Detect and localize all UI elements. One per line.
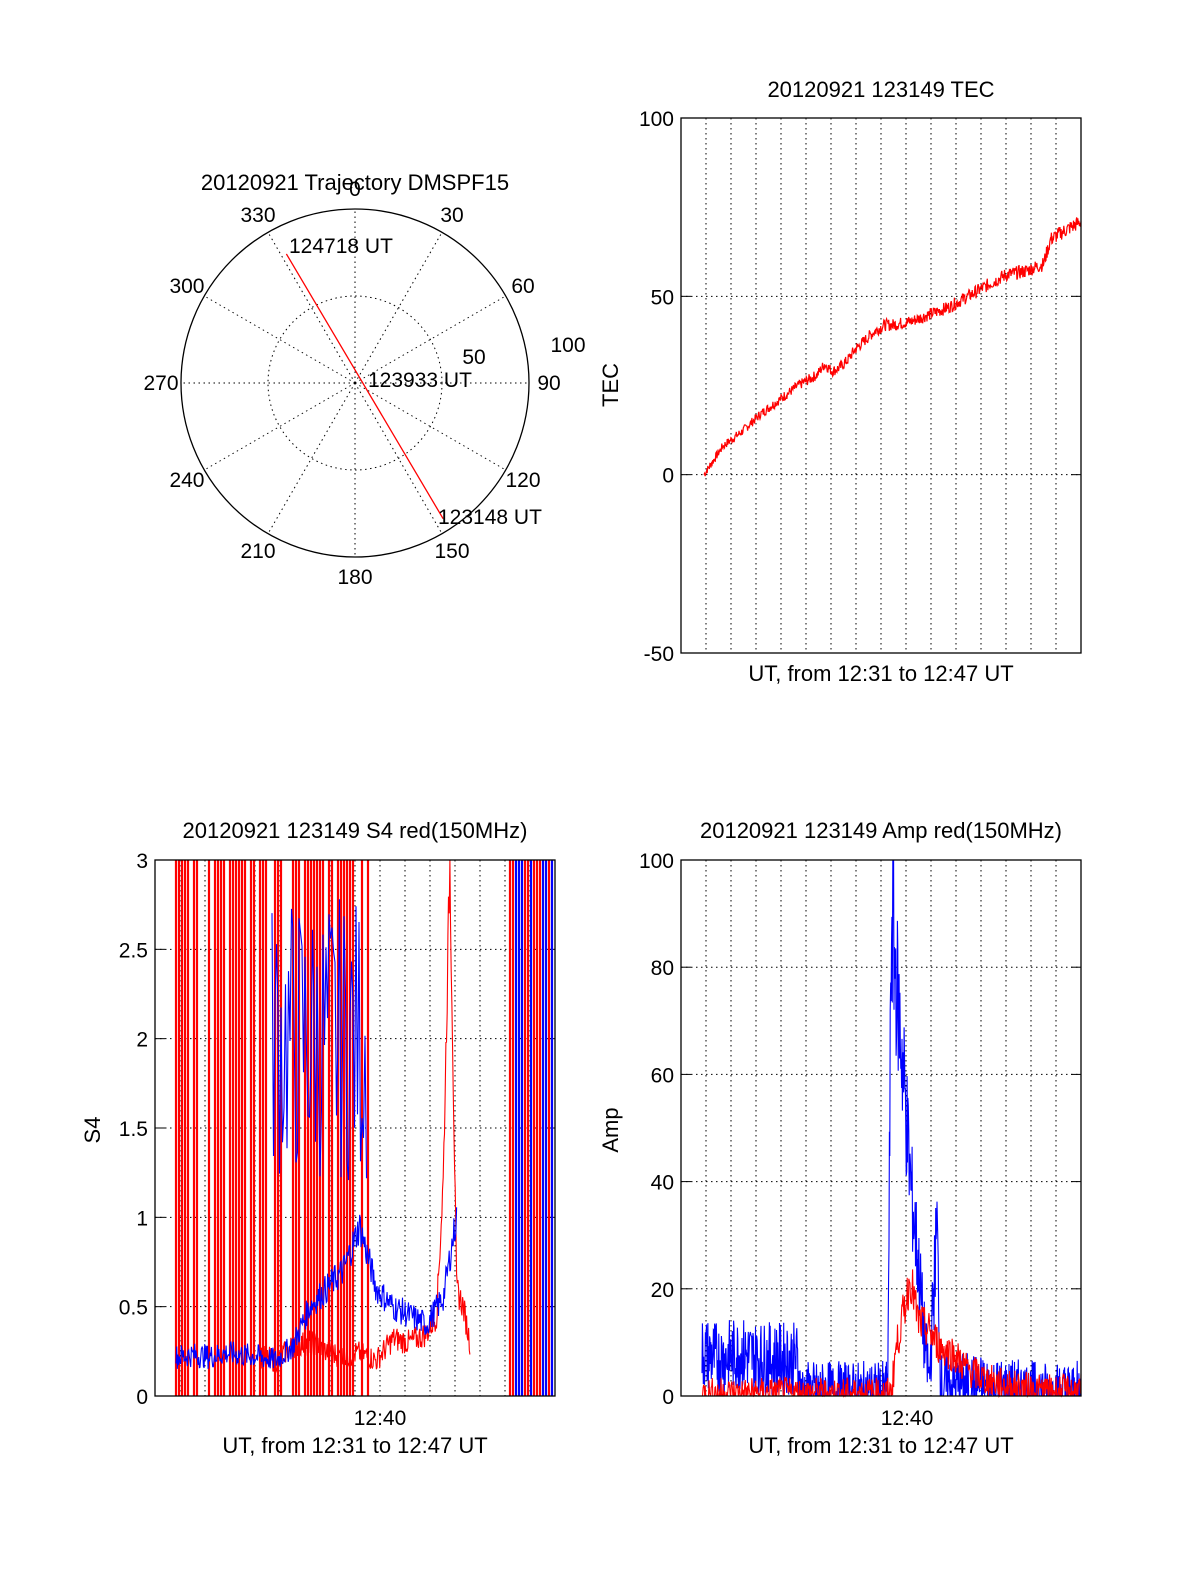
polar-angle-label-330: 330 (240, 204, 275, 227)
tec-panel: 20120921 123149 TEC UT, from 12:31 to 12… (598, 77, 1082, 686)
tec-ytick-label: 0 (662, 465, 674, 488)
polar-inner-circle (267, 295, 443, 471)
polar-angle-label-270: 270 (143, 372, 178, 395)
s4-blue-cluster (271, 899, 368, 1181)
polar-angle-label-150: 150 (434, 540, 469, 563)
polar-spoke-210 (267, 382, 356, 534)
polar-spoke-300 (204, 295, 356, 384)
polar-annotation-start: 123148 UT (438, 506, 542, 529)
s4-xlabel: UT, from 12:31 to 12:47 UT (222, 1433, 487, 1458)
amp-ytick-label: 100 (639, 850, 674, 873)
polar-angle-label-0: 0 (349, 178, 361, 201)
polar-spoke-30 (354, 232, 443, 384)
amp-xlabel: UT, from 12:31 to 12:47 UT (748, 1433, 1013, 1458)
amp-gridlines (681, 860, 1081, 1396)
s4-ytick-label: 2.5 (119, 939, 148, 962)
polar-angle-label-180: 180 (337, 566, 372, 589)
s4-yticks: 0 0.5 1 1.5 2 2.5 3 (119, 850, 555, 1409)
s4-panel: 20120921 123149 S4 red(150MHz) UT, from … (80, 818, 556, 1458)
amp-title: 20120921 123149 Amp red(150MHz) (700, 818, 1062, 843)
polar-spokes (181, 209, 529, 557)
amp-panel: 20120921 123149 Amp red(150MHz) UT, from… (598, 818, 1082, 1458)
amp-plot-frame (680, 859, 1082, 1397)
s4-red-noise-bands (174, 860, 554, 1396)
s4-ytick-label: 3 (136, 850, 148, 873)
amp-yticks: 0 20 40 60 80 100 (639, 850, 1081, 1409)
tec-plot-frame (680, 117, 1082, 654)
polar-annotation-mid: 123933 UT (368, 369, 472, 392)
tec-ylabel: TEC (598, 363, 623, 407)
s4-series (175, 859, 471, 1374)
polar-angle-label-30: 30 (440, 204, 463, 227)
s4-series-blue (175, 1207, 458, 1369)
polar-spoke-330 (267, 232, 356, 384)
polar-radius-label-50: 50 (462, 346, 485, 369)
polar-trajectory-panel: 20120921 Trajectory DMSPF15 0 30 60 90 120 15… (143, 170, 585, 589)
s4-ytick-label: 0.5 (119, 1297, 148, 1320)
polar-angle-label-300: 300 (169, 275, 204, 298)
polar-angle-labels: 0 30 60 90 120 150 180 210 240 270 300 330 (143, 178, 560, 589)
polar-spoke-60 (354, 295, 506, 384)
amp-series (701, 859, 1082, 1399)
tec-ytick-label: 100 (639, 108, 674, 131)
s4-ylabel: S4 (80, 1117, 105, 1144)
s4-ytick-label: 0 (136, 1386, 148, 1409)
polar-spoke-240 (204, 382, 356, 471)
polar-angle-label-120: 120 (505, 469, 540, 492)
polar-angle-label-60: 60 (511, 275, 534, 298)
tec-ytick-label: -50 (644, 643, 674, 666)
amp-ytick-label: 20 (651, 1279, 674, 1302)
amp-xtick-1240: 12:40 (881, 1407, 934, 1430)
polar-title: 20120921 Trajectory DMSPF15 (201, 170, 509, 195)
polar-angle-label-240: 240 (169, 469, 204, 492)
polar-angle-label-210: 210 (240, 540, 275, 563)
tec-ytick-label: 50 (651, 286, 674, 309)
polar-outer-circle (180, 208, 530, 558)
tec-xlabel: UT, from 12:31 to 12:47 UT (748, 661, 1013, 686)
polar-spoke-120 (354, 382, 506, 471)
amp-series-blue (701, 859, 1082, 1397)
amp-ytick-label: 0 (662, 1386, 674, 1409)
amp-ytick-label: 40 (651, 1172, 674, 1195)
polar-annotation-end: 124718 UT (289, 235, 393, 258)
polar-radius-label-100: 100 (550, 334, 585, 357)
tec-series-red (703, 217, 1082, 477)
tec-yticks: -50 0 50 100 (639, 108, 1081, 666)
amp-ytick-label: 80 (651, 957, 674, 980)
s4-xtick-1240: 12:40 (354, 1407, 407, 1430)
polar-trajectory-line (285, 253, 444, 520)
s4-ytick-label: 1 (136, 1207, 148, 1230)
tec-series (703, 217, 1082, 477)
s4-ytick-label: 2 (136, 1029, 148, 1052)
polar-angle-label-90: 90 (537, 372, 560, 395)
amp-ylabel: Amp (598, 1107, 623, 1152)
tec-title: 20120921 123149 TEC (767, 77, 994, 102)
polar-spoke-150 (354, 382, 443, 534)
s4-title: 20120921 123149 S4 red(150MHz) (183, 818, 528, 843)
amp-ytick-label: 60 (651, 1064, 674, 1087)
s4-plot-frame (154, 859, 556, 1397)
s4-ytick-label: 1.5 (119, 1118, 148, 1141)
tec-gridlines (681, 118, 1081, 653)
